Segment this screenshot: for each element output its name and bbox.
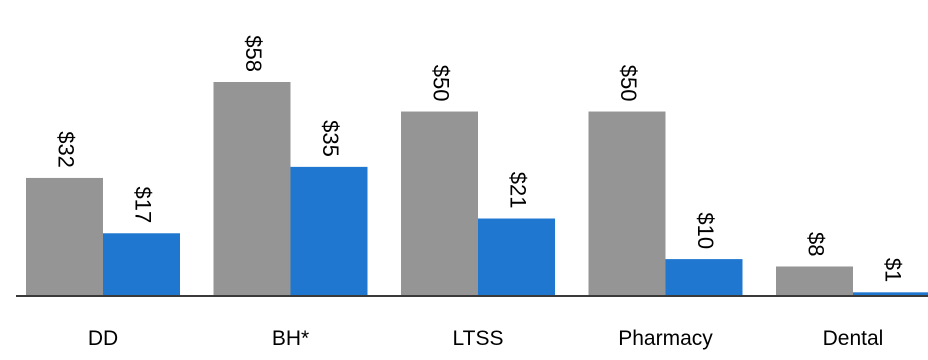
category-label-dd: DD bbox=[88, 327, 118, 350]
data-label-series2-bh: $35 bbox=[318, 120, 343, 157]
bars-layer bbox=[26, 82, 928, 296]
category-label-ltss: LTSS bbox=[453, 327, 504, 350]
bar-series1-pharmacy bbox=[588, 111, 666, 296]
bar-series1-bh bbox=[213, 82, 291, 296]
data-label-series1-ltss: $50 bbox=[429, 65, 454, 102]
category-labels-layer: DD BH* LTSS Pharmacy Dental bbox=[88, 327, 884, 350]
bar-series2-pharmacy bbox=[665, 259, 743, 296]
bar-series2-dental bbox=[853, 292, 928, 296]
data-label-series1-pharmacy: $50 bbox=[616, 65, 641, 102]
data-label-series1-bh: $58 bbox=[241, 35, 266, 72]
data-label-series1-dental: $8 bbox=[804, 232, 829, 256]
bar-series2-ltss bbox=[478, 218, 555, 296]
bar-series1-ltss bbox=[401, 111, 478, 296]
data-labels-layer: $32 $17 $58 $35 $50 $21 $50 $10 $8 $1 bbox=[54, 35, 906, 282]
category-label-bh: BH* bbox=[272, 327, 309, 350]
category-label-pharmacy: Pharmacy bbox=[618, 327, 713, 350]
bar-series2-bh bbox=[290, 166, 368, 296]
data-label-series2-dental: $1 bbox=[881, 258, 906, 282]
bar-series1-dd bbox=[26, 177, 103, 296]
bar-series2-dd bbox=[103, 233, 180, 296]
category-label-dental: Dental bbox=[823, 327, 884, 350]
data-label-series2-dd: $17 bbox=[131, 187, 156, 224]
data-label-series2-pharmacy: $10 bbox=[693, 212, 718, 249]
data-label-series1-dd: $32 bbox=[54, 131, 79, 168]
bar-series1-dental bbox=[776, 266, 853, 296]
data-label-series2-ltss: $21 bbox=[506, 172, 531, 209]
